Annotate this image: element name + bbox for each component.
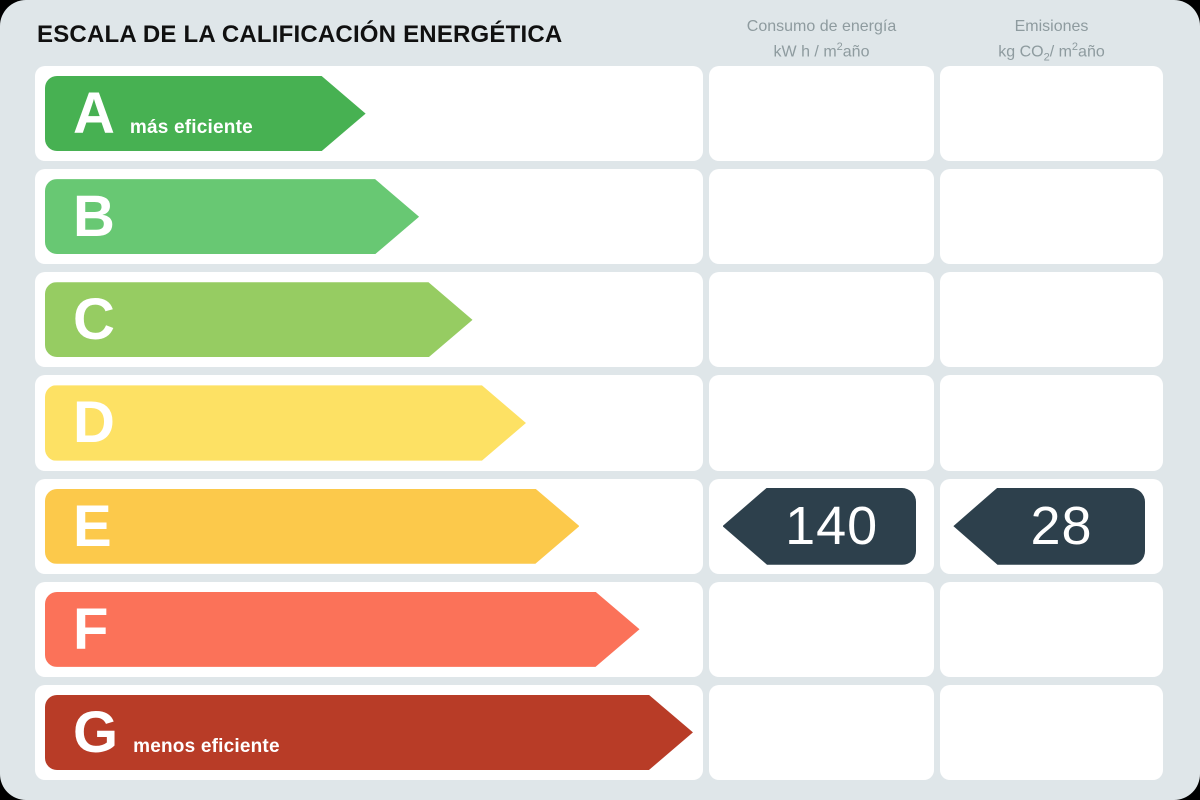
rating-arrow-g: G menos eficiente xyxy=(45,695,693,770)
emisiones-header-line2: kg CO2/ m2año xyxy=(998,41,1105,64)
consumo-cell-d xyxy=(709,375,934,471)
grade-letter-b: B xyxy=(73,184,115,250)
consumo-value: 140 xyxy=(785,496,879,557)
most-efficient-label: más eficiente xyxy=(129,117,253,138)
column-header-consumo: Consumo de energía kW h / m2año xyxy=(709,12,934,60)
scale-cell-a: A más eficiente xyxy=(35,66,703,162)
consumo-cell-c xyxy=(709,272,934,368)
emisiones-cell-b xyxy=(940,169,1163,265)
consumo-value-badge: 140 xyxy=(722,487,916,565)
grade-letter-c: C xyxy=(73,287,115,353)
grade-letter-a: A xyxy=(73,81,115,146)
emisiones-cell-a xyxy=(940,66,1163,162)
rating-arrow-a: A más eficiente xyxy=(45,76,366,151)
grade-letter-g: G xyxy=(73,699,119,765)
page-title: ESCALA DE LA CALIFICACIÓN ENERGÉTICA xyxy=(37,21,563,48)
emisiones-header-line1: Emisiones xyxy=(1014,18,1089,35)
rating-arrow-f: F xyxy=(45,592,640,667)
consumo-header-line1: Consumo de energía xyxy=(746,18,897,35)
scale-cell-d: D xyxy=(35,375,703,471)
rating-arrow-b: B xyxy=(45,179,419,254)
certificate-grid: ESCALA DE LA CALIFICACIÓN ENERGÉTICA Con… xyxy=(35,12,1163,780)
emisiones-value: 28 xyxy=(1030,496,1093,557)
consumo-cell-a xyxy=(709,66,934,162)
emisiones-cell-e: 28 xyxy=(940,478,1163,574)
consumo-cell-e: 140 xyxy=(709,478,934,574)
scale-cell-g: G menos eficiente xyxy=(35,684,703,780)
grade-letter-e: E xyxy=(73,493,112,559)
rating-arrow-e: E xyxy=(45,489,579,564)
scale-cell-f: F xyxy=(35,581,703,677)
emisiones-cell-d xyxy=(940,375,1163,471)
rating-arrow-c: C xyxy=(45,282,473,357)
consumo-cell-b xyxy=(709,169,934,265)
emisiones-value-badge: 28 xyxy=(953,487,1146,565)
rating-arrow-d: D xyxy=(45,385,526,460)
scale-cell-b: B xyxy=(35,169,703,265)
consumo-cell-g xyxy=(709,684,934,780)
grade-letter-d: D xyxy=(73,390,115,456)
grade-letter-f: F xyxy=(73,596,109,662)
emisiones-cell-f xyxy=(940,581,1163,677)
scale-cell-c: C xyxy=(35,272,703,368)
scale-cell-e: E xyxy=(35,478,703,574)
least-efficient-label: menos eficiente xyxy=(133,735,280,757)
consumo-header-line2: kW h / m2año xyxy=(773,41,870,61)
emisiones-cell-g xyxy=(940,684,1163,780)
column-header-emisiones: Emisiones kg CO2/ m2año xyxy=(940,12,1163,64)
emisiones-cell-c xyxy=(940,272,1163,368)
consumo-cell-f xyxy=(709,581,934,677)
